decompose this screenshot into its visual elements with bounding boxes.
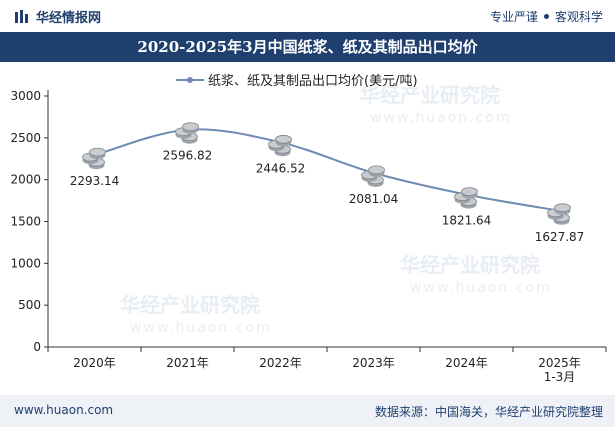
coin-face xyxy=(275,134,292,144)
data-point-coin-icon xyxy=(454,187,478,209)
tagline-a: 专业严谨 xyxy=(489,10,538,24)
coin-face xyxy=(554,203,571,213)
data-point-coin-icon xyxy=(82,147,106,170)
data-point-coin-icon xyxy=(361,165,385,187)
x-tick-label-line: 2023年 xyxy=(352,356,395,370)
data-point-coin-icon xyxy=(175,122,199,144)
watermark-text-1: 华经产业研究院 xyxy=(120,293,260,317)
chart-legend: 纸浆、纸及其制品出口均价(美元/吨) xyxy=(176,74,418,89)
legend-label: 纸浆、纸及其制品出口均价(美元/吨) xyxy=(208,74,418,89)
y-tick-label: 0 xyxy=(33,340,41,354)
chart-title: 2020-2025年3月中国纸浆、纸及其制品出口均价 xyxy=(0,32,615,62)
x-tick-label-line: 2024年 xyxy=(445,356,488,370)
data-label: 2293.14 xyxy=(70,174,120,188)
x-tick-label: 2022年 xyxy=(259,356,302,370)
data-point-coin-icon xyxy=(268,134,292,157)
coin-face xyxy=(461,187,478,196)
brand: 华经情报网 xyxy=(14,7,101,26)
coin-face xyxy=(368,165,385,175)
x-tick-label: 2020年 xyxy=(73,356,116,370)
y-tick-label: 3000 xyxy=(10,89,41,103)
chart-series xyxy=(82,122,571,225)
data-point-coin-icon xyxy=(547,203,571,225)
tagline-b: 客观科学 xyxy=(554,10,603,24)
x-tick-label-line: 2022年 xyxy=(259,356,302,370)
data-label: 1821.64 xyxy=(442,214,492,228)
x-tick-label-line: 2021年 xyxy=(166,356,209,370)
watermark-text-2: 华经产业研究院 xyxy=(400,253,540,277)
footer-website: www.huaon.com xyxy=(14,403,114,417)
x-tick-label-line: 2020年 xyxy=(73,356,116,370)
x-tick-label: 2023年 xyxy=(352,356,395,370)
x-tick-label: 2024年 xyxy=(445,356,488,370)
watermarks: 华经产业研究院 www.huaon.com 华经产业研究院 www.huaon.com… xyxy=(120,83,552,336)
watermark-url-0: www.huaon.com xyxy=(370,110,512,126)
chart-axes: 0 500 1000 1500 2000 2500 3000 2020年 2021年 2022年 2… xyxy=(10,89,607,384)
footer-source: 数据来源：中国海关，华经产业研究院整理 xyxy=(374,405,603,419)
line-chart: 华经产业研究院 www.huaon.com 华经产业研究院 www.huaon.com… xyxy=(10,74,607,384)
y-tick-label: 1500 xyxy=(10,215,41,229)
y-tick-label: 2500 xyxy=(10,131,41,145)
brand-name: 华经情报网 xyxy=(36,11,102,26)
data-label: 2596.82 xyxy=(163,149,213,163)
watermark-url-1: www.huaon.com xyxy=(130,320,272,336)
y-tick-label: 2000 xyxy=(10,173,41,187)
x-tick-label-line: 1-3月 xyxy=(544,370,576,384)
x-tick-label: 2021年 xyxy=(166,356,209,370)
data-label: 1627.87 xyxy=(535,230,585,244)
brand-logo-icon xyxy=(15,9,28,23)
data-label: 2446.52 xyxy=(256,161,306,175)
legend-marker-icon xyxy=(187,77,193,83)
bullet-icon xyxy=(543,14,549,19)
data-label: 2081.04 xyxy=(349,192,399,206)
y-tick-label: 500 xyxy=(18,298,41,312)
coin-face xyxy=(182,122,199,132)
watermark-url-2: www.huaon.com xyxy=(410,280,552,296)
x-tick-label-line: 2025年 xyxy=(538,356,581,370)
x-tick-label: 2025年 1-3月 xyxy=(538,356,581,384)
tagline: 专业严谨 客观科学 xyxy=(490,8,603,25)
chart-labels: 2293.14 2596.82 2446.52 2081.04 1821.64 1627.… xyxy=(70,149,585,244)
series-line xyxy=(94,128,560,212)
watermark-text-0: 华经产业研究院 xyxy=(360,83,500,107)
coin-face xyxy=(89,147,106,157)
top-bar: 华经情报网 专业严谨 客观科学 xyxy=(0,0,615,30)
y-tick-label: 1000 xyxy=(10,256,41,270)
footer: www.huaon.com 数据来源：中国海关，华经产业研究院整理 xyxy=(0,395,615,427)
